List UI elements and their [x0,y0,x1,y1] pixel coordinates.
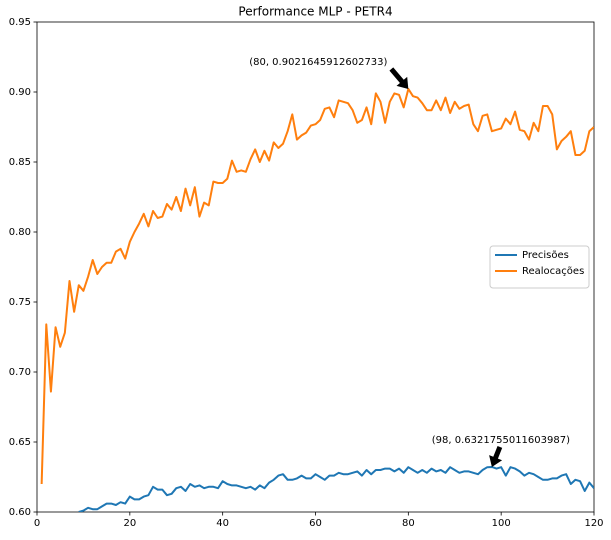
y-tick-label: 0.75 [9,297,31,308]
annotation-text: (98, 0.6321755011603987) [432,435,570,446]
series-line [78,465,594,512]
y-tick-label: 0.85 [9,157,31,168]
y-tick-label: 0.90 [9,87,31,98]
annotation-arrow [489,446,503,467]
x-tick-label: 100 [492,518,511,529]
y-tick-label: 0.95 [9,17,31,28]
plot-area [40,87,594,512]
legend-box [489,245,590,289]
y-tick-label: 0.80 [9,227,31,238]
x-tick-label: 80 [402,518,415,529]
y-tick-label: 0.70 [9,367,31,378]
series-line [40,87,594,485]
x-tick-label: 60 [309,518,322,529]
y-tick-label: 0.60 [9,507,31,518]
y-tick-label: 0.65 [9,437,31,448]
legend-label: Precisões [522,250,569,261]
x-tick-label: 120 [584,518,603,529]
annotation-text: (80, 0.9021645912602733) [249,57,387,68]
chart-title: Performance MLP - PETR4 [238,5,392,19]
legend-label: Realocações [522,266,584,277]
x-tick-label: 20 [123,518,136,529]
annotation-arrow [389,67,409,89]
x-tick-label: 40 [216,518,229,529]
x-tick-label: 0 [34,518,40,529]
